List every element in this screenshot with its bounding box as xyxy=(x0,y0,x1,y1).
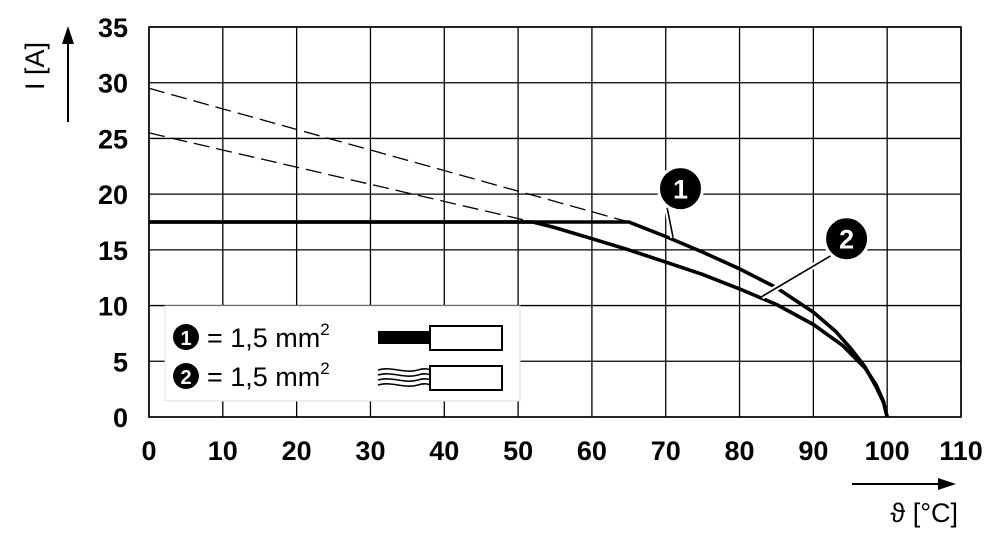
stranded-conductor-icon xyxy=(377,365,503,391)
tick-labels: 0 10 20 30 40 50 60 70 80 90 100 110 0 5 10 15 20 25 30 35 xyxy=(98,13,983,466)
y-tick-label: 5 xyxy=(113,347,128,377)
legend-marker-label-2: 2 xyxy=(180,367,191,389)
x-axis-title: ϑ [°C] xyxy=(852,478,958,528)
y-tick-label: 30 xyxy=(98,69,128,99)
legend-text-2: = 1,5 mm2 xyxy=(207,359,330,392)
series-line-1-dashed xyxy=(148,87,629,223)
callouts: 12 xyxy=(656,165,871,300)
solid-conductor-icon xyxy=(378,325,503,351)
legend: 1 = 1,5 mm2 2 = 1,5 mm2 xyxy=(164,305,521,402)
y-axis-title: I [A] xyxy=(20,26,74,122)
series-layer xyxy=(148,87,889,418)
x-tick-label: 10 xyxy=(208,436,238,466)
callout-label-2: 2 xyxy=(839,225,854,255)
y-tick-label: 10 xyxy=(98,292,128,322)
callout-leader-2 xyxy=(761,254,833,298)
x-tick-label: 100 xyxy=(865,436,910,466)
y-tick-label: 0 xyxy=(113,403,128,433)
x-tick-label: 90 xyxy=(798,436,828,466)
x-tick-label: 20 xyxy=(282,436,312,466)
x-tick-label: 70 xyxy=(651,436,681,466)
x-tick-label: 30 xyxy=(355,436,385,466)
y-tick-label: 15 xyxy=(98,236,128,266)
x-tick-label: 0 xyxy=(141,436,156,466)
series-line-2-solid xyxy=(149,220,889,418)
legend-marker-1 xyxy=(173,324,199,350)
x-tick-label: 80 xyxy=(725,436,755,466)
series-line-2-dashed xyxy=(148,132,534,223)
x-tick-label: 40 xyxy=(429,436,459,466)
legend-entry-2: 2 = 1,5 mm2 xyxy=(173,359,503,392)
x-tick-label: 60 xyxy=(577,436,607,466)
callout-marker-1 xyxy=(656,165,704,213)
callout-label-1: 1 xyxy=(673,175,688,205)
y-tick-label: 20 xyxy=(98,180,128,210)
legend-entry-1: 1 = 1,5 mm2 xyxy=(173,320,503,353)
y-tick-label: 25 xyxy=(98,124,128,154)
callout-marker-2 xyxy=(823,215,871,263)
x-axis-arrowhead xyxy=(938,478,956,490)
callout-leader-1 xyxy=(665,204,674,238)
x-tick-label: 50 xyxy=(503,436,533,466)
legend-marker-label-1: 1 xyxy=(180,328,191,350)
x-tick-label: 110 xyxy=(939,436,983,466)
x-axis-label: ϑ [°C] xyxy=(890,498,958,528)
legend-marker-2 xyxy=(173,363,199,389)
y-axis-arrowhead xyxy=(62,26,74,44)
legend-text-1: = 1,5 mm2 xyxy=(207,320,330,353)
y-tick-label: 35 xyxy=(98,13,128,43)
y-axis-label: I [A] xyxy=(20,42,50,90)
